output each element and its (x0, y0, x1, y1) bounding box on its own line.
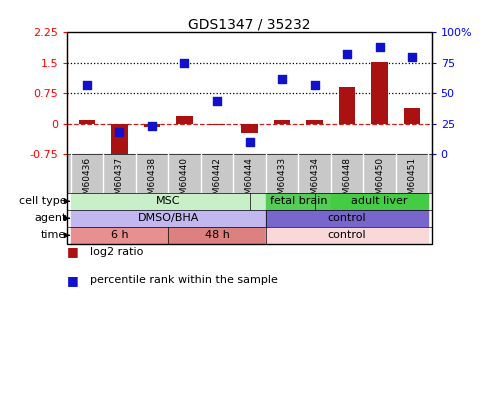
Point (148, 123, 156, 129)
Text: GSM60450: GSM60450 (375, 157, 384, 207)
Point (213, 97, 221, 104)
Title: GDS1347 / 35232: GDS1347 / 35232 (188, 17, 311, 31)
Bar (306, 120, 323, 124)
Text: ■: ■ (67, 245, 79, 258)
Bar (266, 227, 428, 244)
Text: GSM60438: GSM60438 (147, 157, 156, 207)
Bar (339, 87, 355, 124)
Text: MSC: MSC (156, 196, 181, 206)
Bar (71, 227, 168, 244)
Bar (79, 119, 95, 124)
Text: agent: agent (34, 213, 66, 223)
Text: GSM60440: GSM60440 (180, 157, 189, 206)
Text: 48 h: 48 h (205, 230, 230, 240)
Text: fetal brain: fetal brain (269, 196, 327, 206)
Bar (71, 210, 266, 227)
Text: adult liver: adult liver (351, 196, 408, 206)
Text: ■: ■ (67, 274, 79, 287)
Text: time: time (41, 230, 66, 240)
Bar (371, 62, 388, 124)
Text: GSM60451: GSM60451 (408, 157, 417, 207)
Text: GSM60448: GSM60448 (343, 157, 352, 206)
Point (246, 139, 253, 145)
Text: 6 h: 6 h (111, 230, 128, 240)
Bar (274, 119, 290, 124)
Bar (331, 193, 428, 210)
Text: control: control (328, 230, 366, 240)
Bar (266, 210, 428, 227)
Text: GSM60442: GSM60442 (213, 157, 222, 206)
Point (115, 129, 123, 136)
Bar (404, 108, 420, 124)
Bar (71, 193, 266, 210)
Text: GSM60444: GSM60444 (245, 157, 254, 206)
Bar (266, 193, 331, 210)
Point (83, 81, 91, 88)
Text: GSM60434: GSM60434 (310, 157, 319, 206)
Point (278, 75, 286, 82)
Bar (176, 116, 193, 124)
Point (181, 60, 189, 66)
Text: cell type: cell type (19, 196, 66, 206)
Point (310, 81, 318, 88)
Text: DMSO/BHA: DMSO/BHA (138, 213, 199, 223)
Point (408, 53, 416, 60)
Text: percentile rank within the sample: percentile rank within the sample (90, 275, 278, 285)
Text: GSM60433: GSM60433 (277, 157, 286, 207)
Text: GSM60436: GSM60436 (82, 157, 91, 207)
Bar (144, 124, 160, 126)
Text: GSM60437: GSM60437 (115, 157, 124, 207)
Bar (168, 227, 266, 244)
Point (343, 51, 351, 58)
Bar (209, 124, 225, 125)
Text: log2 ratio: log2 ratio (90, 247, 143, 257)
Point (376, 44, 384, 50)
Text: control: control (328, 213, 366, 223)
Bar (111, 124, 128, 158)
Bar (242, 124, 257, 133)
